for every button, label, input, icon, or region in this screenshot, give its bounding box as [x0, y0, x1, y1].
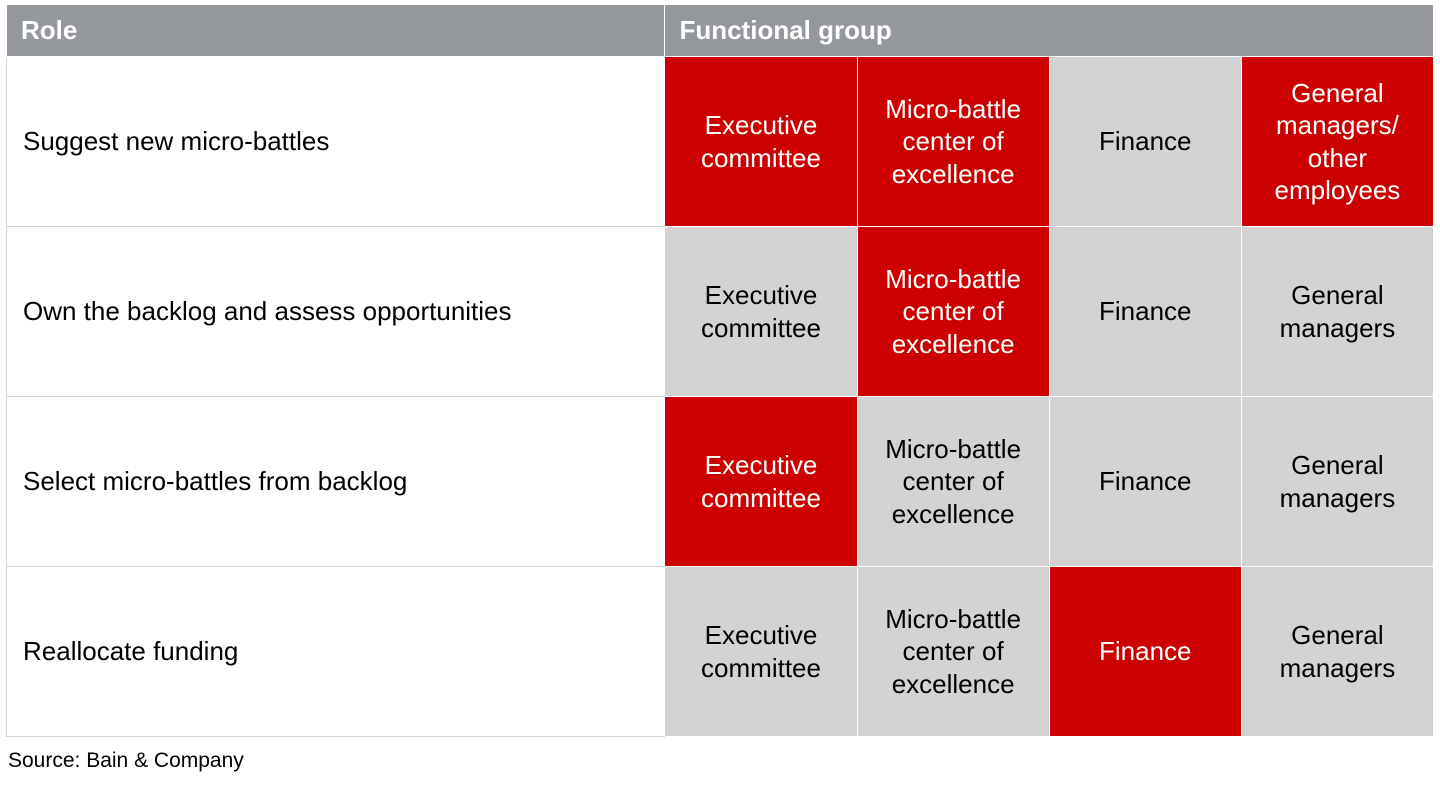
- group-cell: Executive committee: [665, 397, 857, 567]
- group-cell: General managers: [1241, 227, 1433, 397]
- role-matrix-table: Role Functional group Suggest new micro-…: [6, 4, 1434, 737]
- group-cell: Finance: [1049, 57, 1241, 227]
- group-cell: General managers/ other employees: [1241, 57, 1433, 227]
- source-attribution: Source: Bain & Company: [6, 749, 1434, 773]
- matrix-body: Suggest new micro-battlesExecutive commi…: [7, 57, 1434, 737]
- header-role: Role: [7, 5, 665, 57]
- group-cell: Executive committee: [665, 567, 857, 737]
- role-cell: Reallocate funding: [7, 567, 665, 737]
- role-cell: Own the backlog and assess opportunities: [7, 227, 665, 397]
- group-cell: Finance: [1049, 397, 1241, 567]
- chart-container: Role Functional group Suggest new micro-…: [0, 0, 1440, 779]
- group-cell: Micro-battle center of excellence: [857, 567, 1049, 737]
- group-cell: Micro-battle center of excellence: [857, 397, 1049, 567]
- group-cell: Executive committee: [665, 227, 857, 397]
- role-cell: Select micro-battles from backlog: [7, 397, 665, 567]
- group-cell: General managers: [1241, 397, 1433, 567]
- group-cell: Executive committee: [665, 57, 857, 227]
- header-row: Role Functional group: [7, 5, 1434, 57]
- group-cell: General managers: [1241, 567, 1433, 737]
- table-row: Select micro-battles from backlogExecuti…: [7, 397, 1434, 567]
- group-cell: Finance: [1049, 227, 1241, 397]
- role-cell: Suggest new micro-battles: [7, 57, 665, 227]
- group-cell: Micro-battle center of excellence: [857, 57, 1049, 227]
- table-row: Reallocate fundingExecutive committeeMic…: [7, 567, 1434, 737]
- table-row: Own the backlog and assess opportunities…: [7, 227, 1434, 397]
- header-functional-group: Functional group: [665, 5, 1434, 57]
- group-cell: Finance: [1049, 567, 1241, 737]
- table-row: Suggest new micro-battlesExecutive commi…: [7, 57, 1434, 227]
- group-cell: Micro-battle center of excellence: [857, 227, 1049, 397]
